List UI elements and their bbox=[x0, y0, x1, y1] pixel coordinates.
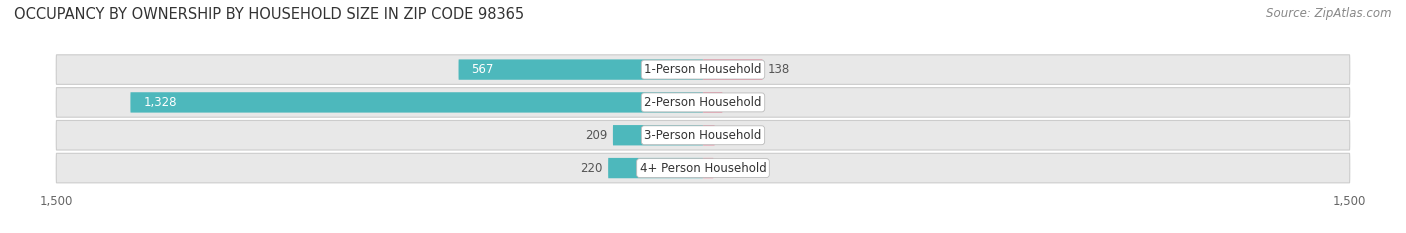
FancyBboxPatch shape bbox=[56, 153, 1350, 183]
Text: 45: 45 bbox=[727, 96, 742, 109]
FancyBboxPatch shape bbox=[613, 125, 703, 145]
FancyBboxPatch shape bbox=[458, 59, 703, 80]
FancyBboxPatch shape bbox=[131, 92, 703, 113]
Text: 1,328: 1,328 bbox=[143, 96, 177, 109]
FancyBboxPatch shape bbox=[703, 59, 762, 80]
FancyBboxPatch shape bbox=[56, 88, 1350, 117]
Text: 567: 567 bbox=[471, 63, 494, 76]
FancyBboxPatch shape bbox=[703, 158, 713, 178]
FancyBboxPatch shape bbox=[703, 92, 723, 113]
FancyBboxPatch shape bbox=[609, 158, 703, 178]
Text: 1-Person Household: 1-Person Household bbox=[644, 63, 762, 76]
Text: 209: 209 bbox=[585, 129, 607, 142]
Text: 27: 27 bbox=[720, 129, 735, 142]
Text: 3-Person Household: 3-Person Household bbox=[644, 129, 762, 142]
Text: 24: 24 bbox=[718, 161, 734, 175]
FancyBboxPatch shape bbox=[56, 120, 1350, 150]
Text: 2-Person Household: 2-Person Household bbox=[644, 96, 762, 109]
Text: 220: 220 bbox=[581, 161, 603, 175]
Text: 138: 138 bbox=[768, 63, 790, 76]
FancyBboxPatch shape bbox=[703, 125, 714, 145]
Text: 4+ Person Household: 4+ Person Household bbox=[640, 161, 766, 175]
Text: Source: ZipAtlas.com: Source: ZipAtlas.com bbox=[1267, 7, 1392, 20]
Text: OCCUPANCY BY OWNERSHIP BY HOUSEHOLD SIZE IN ZIP CODE 98365: OCCUPANCY BY OWNERSHIP BY HOUSEHOLD SIZE… bbox=[14, 7, 524, 22]
FancyBboxPatch shape bbox=[56, 55, 1350, 84]
